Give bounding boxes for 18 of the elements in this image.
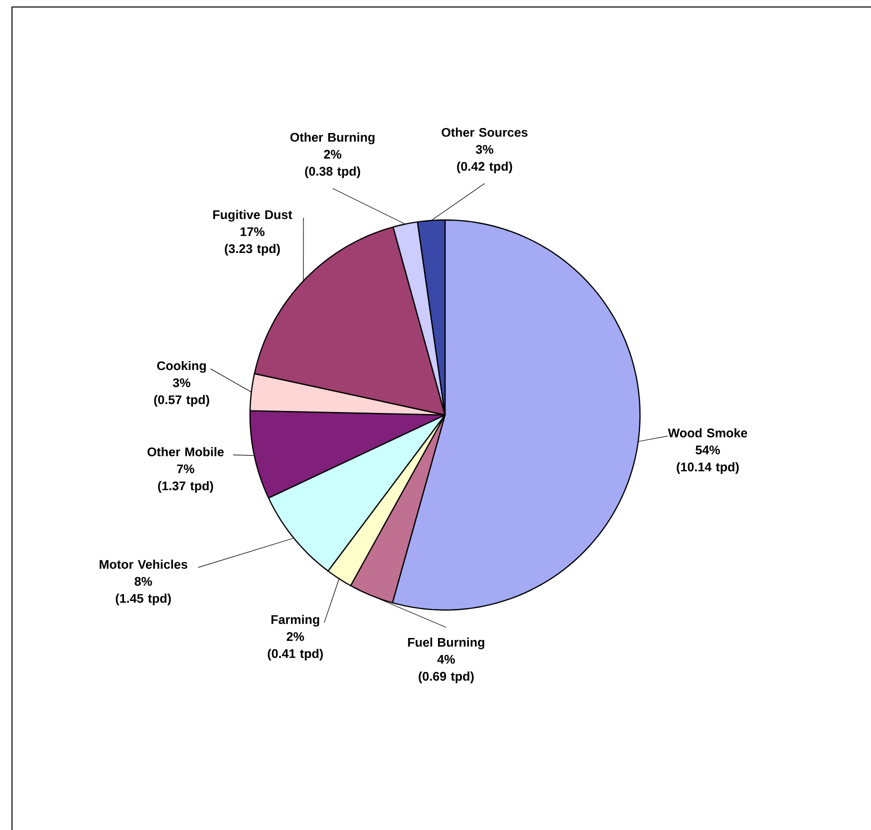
data-label: 3% (0.57 tpd) [154, 378, 210, 407]
data-label: 8% (1.45 tpd) [116, 576, 171, 606]
slice-label: Other Mobile [148, 447, 224, 456]
data-label: 2% (0.38 tpd) [305, 150, 360, 178]
slice-label: Motor Vehicles [100, 560, 188, 569]
data-label: 4% (0.69 tpd) [418, 654, 474, 684]
data-label: 3% (0.42 tpd) [457, 144, 512, 174]
data-label: 54% (10.14 tpd) [676, 446, 739, 474]
slice-label: Other Sources [442, 128, 528, 137]
slice-label: Farming [271, 614, 320, 627]
slice-label: Wood Smoke [668, 428, 748, 438]
slice-label: Fugitive Dust [213, 210, 292, 222]
slice-label: Fuel Burning [408, 638, 484, 650]
slice-label: Cooking [157, 360, 206, 373]
data-label: 17% (3.23 tpd) [224, 227, 280, 256]
slice-label: Other Burning [290, 132, 374, 144]
data-label: 7% (1.37 tpd) [158, 464, 214, 493]
data-label: 2% (0.41 tpd) [268, 632, 323, 660]
